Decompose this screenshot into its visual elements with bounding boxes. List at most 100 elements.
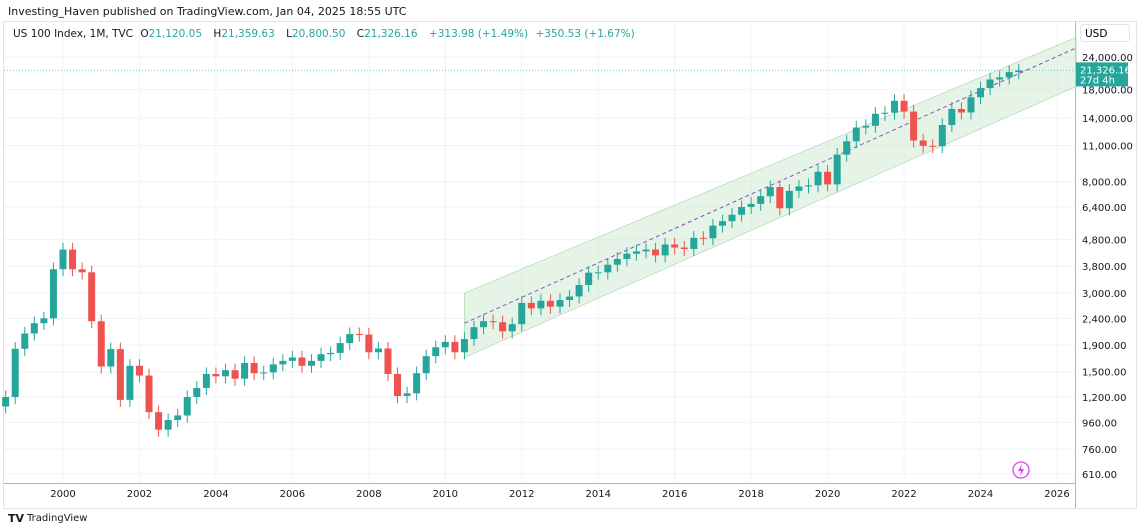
candle-body [537,300,545,309]
candle-body [422,356,430,374]
candle-body [30,323,38,334]
candle-body [661,244,669,256]
time-tick-label: 2006 [280,489,305,500]
candle-body [480,321,488,328]
candle-body [919,140,927,146]
price-tick-label: 11,000.00 [1082,142,1133,153]
candle-body [403,393,411,397]
ohlc-legend: US 100 Index, 1M, TVC O21,120.05 H21,359… [13,28,639,40]
price-tick-label: 1,200.00 [1082,393,1127,404]
candle-body [279,360,287,365]
candle-body [1005,72,1013,78]
candle-body [97,321,105,367]
countdown-label: 27d 4h [1080,75,1115,86]
candle-body [460,339,468,353]
candle-body [680,247,688,250]
candle-body [288,357,296,361]
candle-body [241,362,249,379]
time-tick-label: 2026 [1044,489,1069,500]
candle-body [891,100,899,113]
candle-body [556,300,564,307]
time-tick-label: 2000 [50,489,75,500]
candle-body [145,375,153,413]
price-tick-label: 6,400.00 [1082,203,1127,214]
time-tick-label: 2016 [662,489,687,500]
candle-body [738,207,746,215]
candle-body [2,397,10,407]
candle-body [21,333,29,349]
candle-body [260,372,268,374]
time-tick-label: 2020 [815,489,840,500]
open-label: O [140,28,149,40]
candle-body [164,420,172,430]
change-value-2: +350.53 (+1.67%) [535,28,635,40]
candle-body [307,360,315,366]
price-tick-label: 14,000.00 [1082,114,1133,125]
time-tick-label: 2018 [738,489,763,500]
time-tick-label: 2002 [127,489,152,500]
candle-body [986,79,994,89]
candle-body [699,237,707,239]
time-tick-label: 2008 [356,489,381,500]
candle-body [996,77,1004,80]
low-label: L [286,28,292,40]
price-tick-label: 1,500.00 [1082,368,1127,379]
tradingview-logo-icon: 𝗧𝗩 [8,512,25,525]
price-tick-label: 1,900.00 [1082,341,1127,352]
candle-body [938,125,946,147]
candle-body [575,284,583,297]
candle-body [957,108,965,113]
price-tick-label: 24,000.00 [1082,53,1133,64]
price-tick-label: 610.00 [1082,470,1117,481]
candle-body [852,127,860,142]
candle-body [269,364,277,373]
currency-button[interactable]: USD [1080,24,1130,42]
candle-body [785,190,793,209]
candle-body [202,373,210,388]
open-value: 21,120.05 [148,28,203,40]
time-tick-label: 2024 [968,489,993,500]
candle-body [824,171,832,185]
candle-body [967,97,975,113]
candle-body [384,348,392,374]
candle-body [613,258,621,265]
candle-body [155,412,163,430]
candle-body [566,296,574,301]
candle-body [49,269,57,319]
candle-body [776,187,784,209]
candle-body [642,249,650,252]
candle-body [527,302,535,309]
candle-body [718,221,726,226]
candle-body [441,341,449,348]
candle-body [929,145,937,147]
time-tick-label: 2014 [585,489,610,500]
candle-body [489,321,497,323]
candle-body [317,354,325,361]
candle-body [116,349,124,400]
chart-frame [3,21,1137,509]
candle-body [871,113,879,126]
candle-body [604,264,612,273]
publisher-line: Investing_Haven published on TradingView… [8,5,407,18]
candle-body [652,249,660,256]
candle-body [451,341,459,353]
candle-body [231,370,239,379]
candle-body [977,88,985,98]
candle-body [212,373,220,377]
high-value: 21,359.63 [221,28,275,40]
candle-body [126,365,134,400]
candle-body [69,249,77,270]
candle-body [632,251,640,254]
candle-body [728,214,736,222]
candle-body [585,272,593,285]
candle-body [327,352,335,355]
candle-body [690,237,698,250]
brand-name: TradingView [27,513,88,524]
candle-body [298,357,306,366]
candle-body [374,348,382,353]
candle-body [833,154,841,185]
candle-body [757,196,765,204]
price-tick-label: 3,000.00 [1082,289,1127,300]
last-price-badge [1076,62,1128,87]
